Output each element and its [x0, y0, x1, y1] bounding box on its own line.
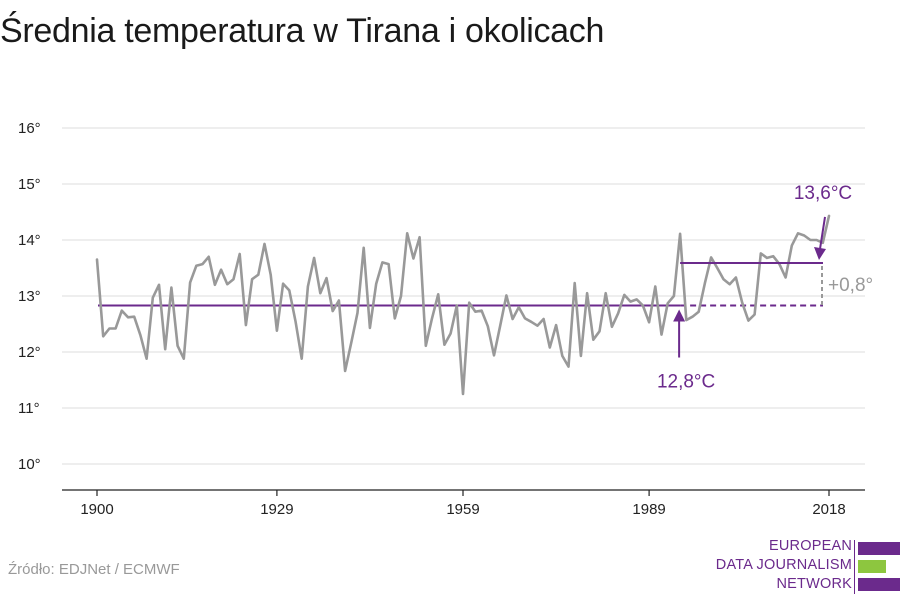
- y-tick-label: 11°: [18, 400, 40, 417]
- grid-lines: [62, 127, 865, 465]
- logo-line-1: EUROPEAN: [769, 538, 852, 554]
- y-tick-label: 15°: [18, 176, 41, 193]
- y-tick-label: 13°: [18, 288, 41, 305]
- x-tick-label: 1929: [260, 501, 293, 518]
- x-tick-label: 1900: [80, 501, 113, 518]
- y-tick-label: 14°: [18, 232, 41, 249]
- y-tick-label: 16°: [18, 120, 41, 137]
- logo-line-2: DATA JOURNALISM: [715, 557, 852, 573]
- x-tick-label: 1989: [632, 501, 665, 518]
- x-axis-ticks: 1900 1929 1959 1989 2018: [80, 490, 846, 518]
- y-tick-label: 10°: [18, 456, 41, 473]
- y-axis-ticks: 10° 11° 12° 13° 14° 15° 16°: [18, 120, 41, 473]
- logo-bar-green: [858, 560, 886, 573]
- x-tick-label: 1959: [446, 501, 479, 518]
- y-tick-label: 12°: [18, 344, 41, 361]
- source-note: Źródło: EDJNet / ECMWF: [8, 561, 180, 578]
- difference-label: +0,8°: [828, 275, 873, 296]
- baseline-arrow-head: [673, 309, 686, 322]
- logo-bar-purple-top: [858, 542, 900, 555]
- edjnet-logo: EUROPEAN DATA JOURNALISM NETWORK: [700, 536, 900, 596]
- logo-bar-purple-bottom: [858, 578, 900, 591]
- baseline-value-label: 12,8°C: [657, 372, 715, 393]
- recent-arrow-shaft: [819, 216, 826, 250]
- logo-line-3: NETWORK: [776, 576, 852, 592]
- x-tick-label: 2018: [812, 501, 845, 518]
- temperature-series-line: [95, 214, 831, 396]
- chart-title: Średnia temperatura w Tirana i okolicach: [0, 12, 605, 50]
- recent-value-label: 13,6°C: [794, 183, 852, 204]
- annotations: +0,8° 12,8°C 13,6°C: [657, 183, 873, 393]
- recent-arrow-head: [814, 246, 826, 260]
- logo-separator: [854, 540, 855, 594]
